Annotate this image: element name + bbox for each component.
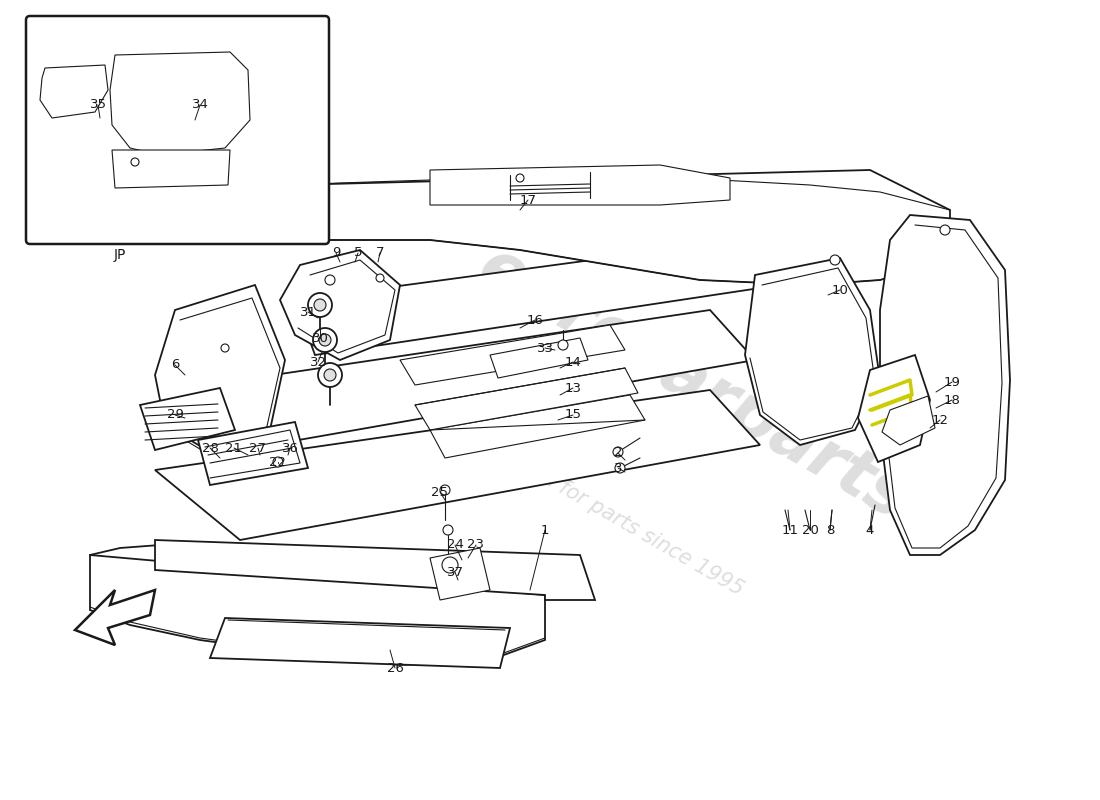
Polygon shape: [490, 338, 588, 378]
Circle shape: [516, 174, 524, 182]
Circle shape: [615, 463, 625, 473]
Text: 4: 4: [866, 523, 874, 537]
Circle shape: [308, 293, 332, 317]
Text: 9: 9: [332, 246, 340, 259]
Polygon shape: [430, 548, 490, 600]
Polygon shape: [745, 258, 880, 445]
Text: 7: 7: [376, 246, 384, 259]
Text: 25: 25: [431, 486, 449, 498]
Text: 6: 6: [170, 358, 179, 371]
FancyBboxPatch shape: [26, 16, 329, 244]
Polygon shape: [858, 355, 930, 462]
Circle shape: [440, 485, 450, 495]
Text: 22: 22: [270, 457, 286, 470]
Text: 2: 2: [614, 446, 623, 459]
Text: 11: 11: [781, 523, 799, 537]
Polygon shape: [400, 325, 625, 385]
Circle shape: [613, 447, 623, 457]
Polygon shape: [280, 250, 400, 360]
Text: 36: 36: [282, 442, 298, 454]
Circle shape: [314, 299, 326, 311]
Circle shape: [131, 158, 139, 166]
Text: 21: 21: [226, 442, 242, 454]
Text: 15: 15: [564, 409, 582, 422]
Polygon shape: [198, 422, 308, 485]
Polygon shape: [430, 395, 645, 458]
Text: 28: 28: [201, 442, 219, 454]
Text: 20: 20: [802, 523, 818, 537]
Text: JP: JP: [113, 248, 127, 262]
Circle shape: [324, 369, 336, 381]
Polygon shape: [75, 590, 155, 645]
Circle shape: [376, 274, 384, 282]
Text: 33: 33: [537, 342, 553, 354]
Text: 32: 32: [309, 355, 327, 369]
Text: 10: 10: [832, 283, 848, 297]
Polygon shape: [210, 618, 510, 668]
Polygon shape: [295, 240, 780, 355]
Circle shape: [558, 340, 568, 350]
Polygon shape: [882, 396, 935, 445]
Polygon shape: [110, 52, 250, 155]
Text: 1: 1: [541, 523, 549, 537]
Polygon shape: [155, 285, 285, 455]
Polygon shape: [112, 150, 230, 188]
Text: 18: 18: [944, 394, 960, 406]
Circle shape: [314, 328, 337, 352]
Text: eurocarparts: eurocarparts: [466, 234, 920, 534]
Text: 26: 26: [386, 662, 404, 674]
Polygon shape: [90, 555, 544, 665]
Text: 5: 5: [354, 246, 362, 259]
Polygon shape: [40, 65, 108, 118]
Text: 35: 35: [89, 98, 107, 111]
Circle shape: [324, 275, 336, 285]
Polygon shape: [155, 540, 595, 600]
Text: 31: 31: [299, 306, 317, 318]
Polygon shape: [155, 390, 760, 540]
Text: 27: 27: [250, 442, 266, 454]
Text: 8: 8: [826, 523, 834, 537]
Text: 37: 37: [447, 566, 463, 578]
Text: 14: 14: [564, 355, 582, 369]
Text: 19: 19: [944, 375, 960, 389]
Text: 17: 17: [519, 194, 537, 206]
Polygon shape: [880, 215, 1010, 555]
Circle shape: [319, 334, 331, 346]
Circle shape: [830, 255, 840, 265]
Polygon shape: [290, 170, 950, 285]
Text: 24: 24: [447, 538, 463, 551]
Text: 30: 30: [311, 331, 329, 345]
Text: 12: 12: [932, 414, 948, 426]
Polygon shape: [430, 165, 730, 205]
Circle shape: [221, 344, 229, 352]
Circle shape: [442, 557, 458, 573]
Polygon shape: [140, 388, 235, 450]
Text: 23: 23: [468, 538, 484, 551]
Text: 34: 34: [191, 98, 208, 111]
Text: 29: 29: [166, 409, 184, 422]
Circle shape: [273, 457, 283, 467]
Text: 13: 13: [564, 382, 582, 394]
Polygon shape: [415, 368, 638, 430]
Polygon shape: [240, 310, 755, 445]
Circle shape: [940, 225, 950, 235]
Text: a passion for parts since 1995: a passion for parts since 1995: [463, 425, 747, 599]
Circle shape: [318, 363, 342, 387]
Circle shape: [443, 525, 453, 535]
Text: 16: 16: [527, 314, 543, 326]
Text: 3: 3: [614, 462, 623, 474]
